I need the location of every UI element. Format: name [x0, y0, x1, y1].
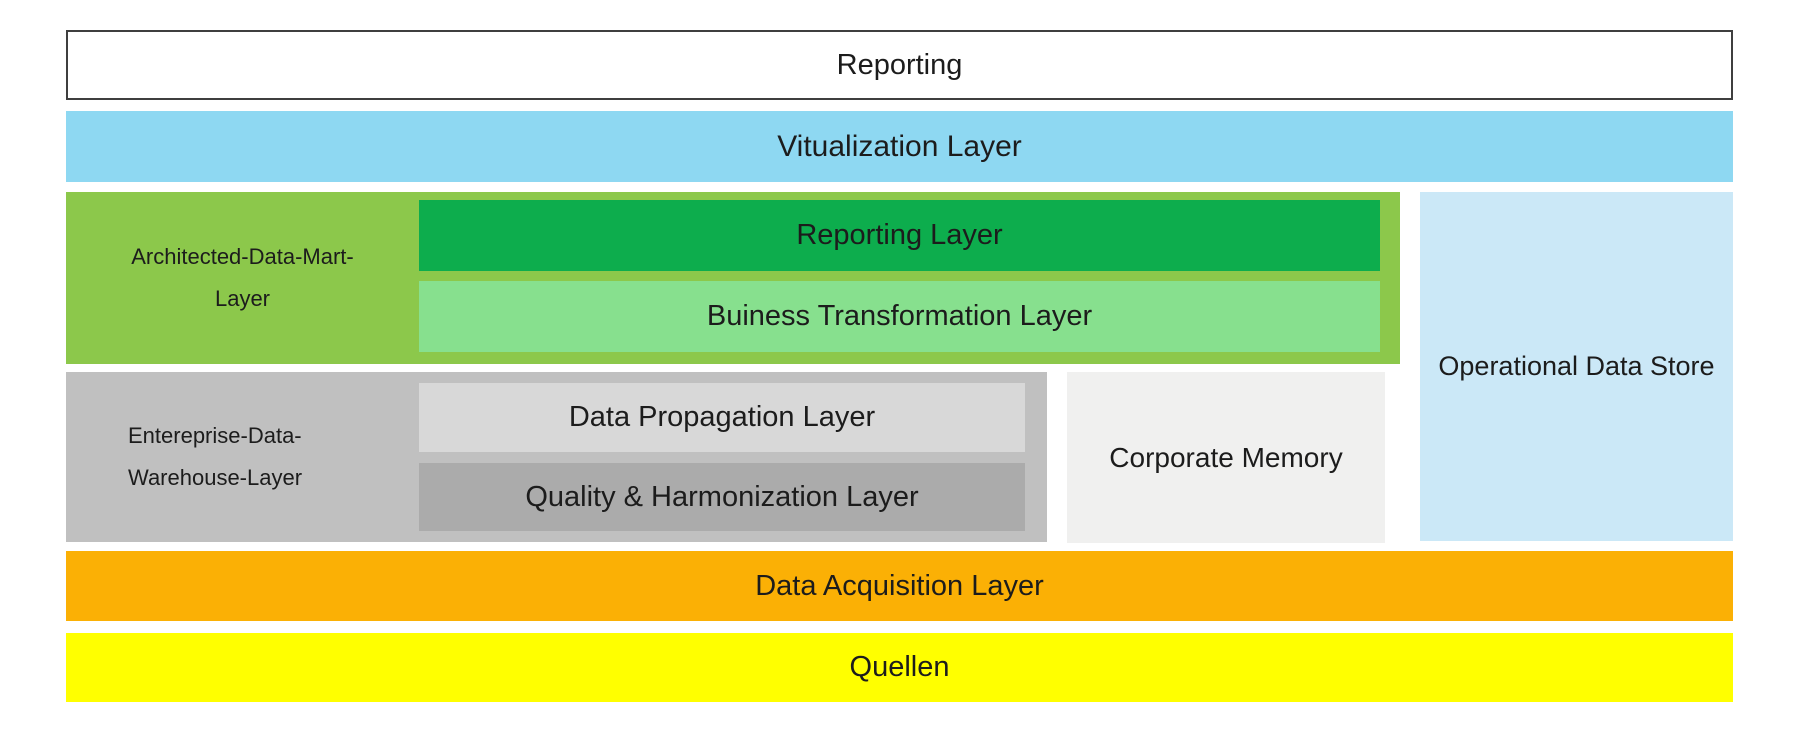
enterprise-data-warehouse-layer-label: Entereprise-Data- Warehouse-Layer [128, 372, 302, 542]
reporting-layer-box: Reporting Layer [419, 200, 1380, 271]
quality-harmonization-layer-box: Quality & Harmonization Layer [419, 463, 1025, 531]
virtualization-layer-bar: Vitualization Layer [66, 111, 1733, 182]
quellen-label: Quellen [849, 651, 950, 683]
operational-data-store-label: Operational Data Store [1438, 351, 1715, 381]
data-acquisition-layer-bar: Data Acquisition Layer [66, 551, 1733, 621]
reporting-box-label: Reporting [836, 48, 963, 81]
enterprise-data-warehouse-layer-box: Entereprise-Data- Warehouse-Layer Data P… [66, 372, 1047, 542]
reporting-box: Reporting [66, 30, 1733, 100]
business-transformation-layer-box: Buiness Transformation Layer [419, 281, 1380, 352]
architected-data-mart-layer-label: Architected-Data-Mart- Layer [66, 192, 419, 364]
architected-data-mart-layer-box: Architected-Data-Mart- Layer Reporting L… [66, 192, 1400, 364]
quellen-bar: Quellen [66, 633, 1733, 702]
enterprise-data-warehouse-layer-label-line2: Warehouse-Layer [128, 465, 303, 490]
virtualization-layer-label: Vitualization Layer [777, 129, 1022, 163]
business-transformation-layer-label: Buiness Transformation Layer [706, 300, 1093, 332]
enterprise-data-warehouse-layer-label-line1: Entereprise-Data- [128, 423, 302, 448]
quality-harmonization-layer-label: Quality & Harmonization Layer [525, 480, 919, 513]
corporate-memory-label: Corporate Memory [1109, 441, 1343, 473]
data-acquisition-layer-label: Data Acquisition Layer [755, 569, 1044, 602]
data-propagation-layer-label: Data Propagation Layer [568, 401, 876, 433]
architected-data-mart-layer-label-line2: Layer [214, 286, 271, 311]
corporate-memory-box: Corporate Memory [1067, 372, 1385, 543]
operational-data-store-box: Operational Data Store [1420, 192, 1733, 541]
architected-data-mart-layer-label-line1: Architected-Data-Mart- [131, 244, 354, 269]
data-propagation-layer-box: Data Propagation Layer [419, 383, 1025, 452]
reporting-layer-label: Reporting Layer [796, 219, 1003, 251]
